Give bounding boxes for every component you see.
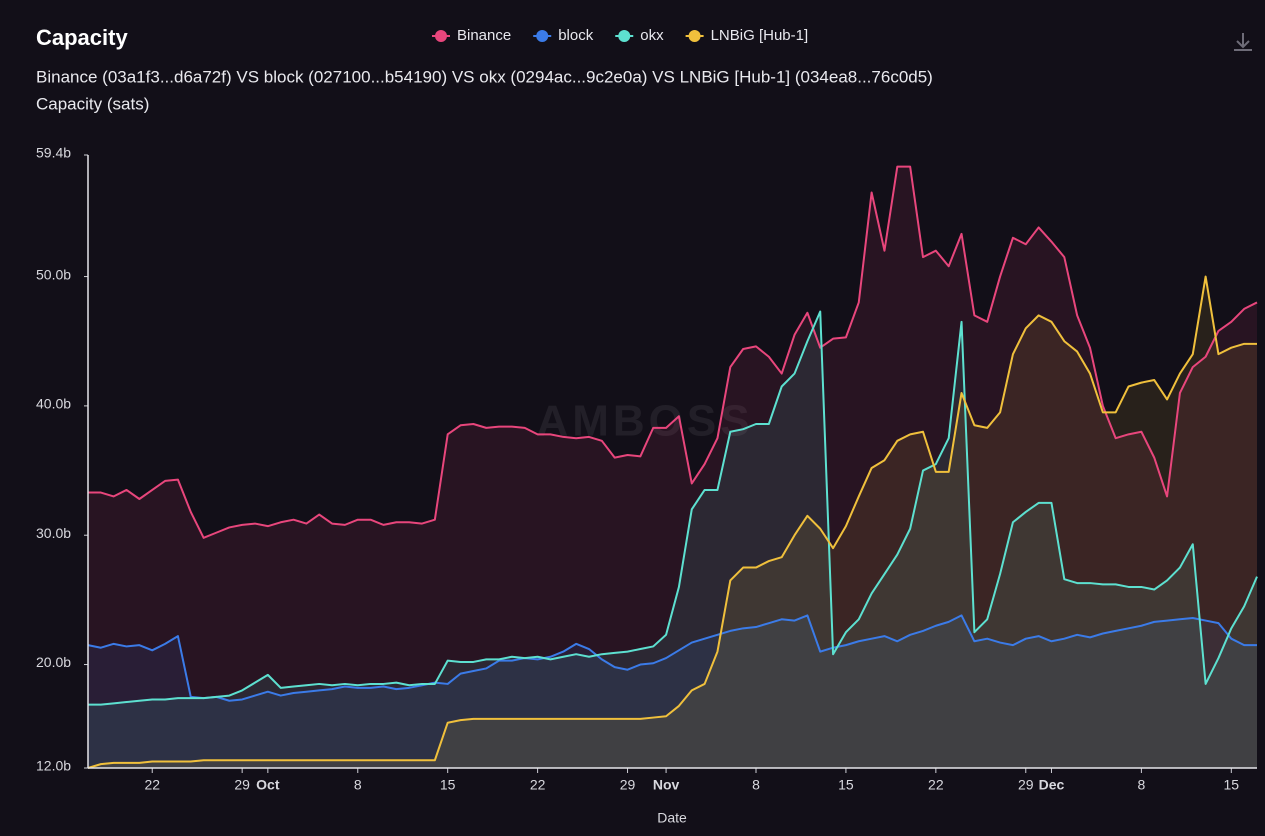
x-tick-label: 15 [1224, 777, 1240, 793]
x-tick-label: Nov [653, 777, 680, 793]
x-tick-label: 8 [354, 777, 362, 793]
chart-title: Capacity [36, 25, 128, 50]
y-tick-label: 30.0b [36, 525, 71, 541]
x-tick-label: 29 [620, 777, 636, 793]
legend-label: LNBiG [Hub-1] [711, 27, 809, 44]
x-tick-label: 8 [752, 777, 760, 793]
legend-item[interactable]: okx [615, 27, 664, 44]
legend-item[interactable]: Binance [432, 27, 511, 44]
x-tick-label: 22 [530, 777, 546, 793]
series-line [88, 165, 1258, 539]
y-tick-label: 50.0b [36, 266, 71, 282]
y-axis-label: Capacity (sats) [36, 94, 149, 113]
legend: Binance block okx LNBiG [Hub-1] [432, 27, 808, 44]
legend-label: Binance [457, 27, 511, 44]
x-tick-label: Dec [1039, 777, 1065, 793]
series-line [87, 614, 1257, 702]
x-tick-label: Oct [256, 777, 280, 793]
series-area [88, 615, 1257, 768]
legend-label: block [558, 27, 594, 44]
series-area [88, 311, 1257, 768]
x-axis-label: Date [657, 810, 687, 826]
series-line [88, 310, 1258, 706]
y-tick-label: 20.0b [36, 654, 71, 670]
chart-subtitle: Binance (03a1f3...d6a72f) VS block (0271… [36, 67, 933, 86]
series-area [88, 166, 1257, 769]
legend-label: okx [640, 27, 664, 44]
areas [88, 166, 1257, 769]
x-tick-label: 8 [1137, 777, 1145, 793]
download-icon[interactable] [1234, 33, 1252, 51]
download-glyph [1234, 33, 1252, 51]
legend-item[interactable]: LNBiG [Hub-1] [685, 27, 809, 44]
series-line [87, 275, 1257, 769]
x-tick-label: 15 [838, 777, 854, 793]
x-tick-label: 22 [928, 777, 944, 793]
y-tick-label: 12.0b [36, 758, 71, 774]
x-tick-label: 29 [1018, 777, 1034, 793]
y-tick-label: 40.0b [36, 396, 71, 412]
lines [87, 165, 1258, 769]
x-tick-label: 22 [144, 777, 160, 793]
legend-item[interactable]: block [533, 27, 594, 44]
y-tick-label: 59.4b [36, 145, 71, 161]
x-tick-label: 15 [440, 777, 456, 793]
x-tick-label: 29 [234, 777, 250, 793]
series-area [88, 276, 1257, 768]
